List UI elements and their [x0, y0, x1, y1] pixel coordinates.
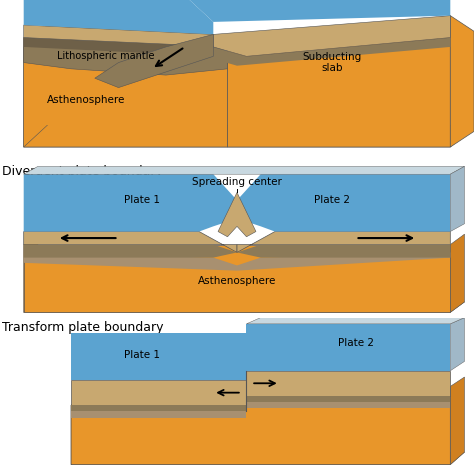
Text: Lithospheric mantle: Lithospheric mantle: [57, 51, 155, 61]
Polygon shape: [24, 252, 450, 271]
Polygon shape: [24, 37, 228, 147]
Polygon shape: [71, 333, 246, 380]
Polygon shape: [450, 166, 465, 232]
Polygon shape: [246, 396, 450, 402]
Text: Transform plate boundary: Transform plate boundary: [2, 321, 164, 334]
Polygon shape: [24, 125, 474, 147]
Polygon shape: [450, 234, 465, 312]
Text: Spreading center: Spreading center: [192, 177, 282, 187]
Polygon shape: [24, 37, 228, 75]
Text: Plate 2: Plate 2: [337, 337, 374, 347]
Polygon shape: [246, 318, 465, 324]
Polygon shape: [95, 35, 213, 88]
Polygon shape: [213, 16, 450, 56]
Polygon shape: [71, 411, 246, 418]
Polygon shape: [71, 380, 246, 405]
Polygon shape: [24, 166, 465, 174]
Polygon shape: [24, 0, 213, 35]
Text: Asthenosphere: Asthenosphere: [198, 276, 276, 286]
Text: Plate 2: Plate 2: [314, 195, 350, 205]
Polygon shape: [218, 192, 256, 237]
Polygon shape: [71, 452, 465, 465]
Polygon shape: [71, 405, 246, 411]
Polygon shape: [204, 37, 450, 66]
Polygon shape: [190, 0, 450, 22]
Polygon shape: [246, 371, 450, 396]
Polygon shape: [24, 25, 47, 147]
Polygon shape: [24, 174, 237, 232]
Polygon shape: [450, 377, 465, 465]
Text: Divergent plate boundary: Divergent plate boundary: [2, 165, 163, 178]
Text: Asthenosphere: Asthenosphere: [47, 95, 126, 105]
Polygon shape: [47, 25, 213, 125]
Polygon shape: [246, 324, 450, 371]
Polygon shape: [24, 234, 38, 312]
Polygon shape: [24, 245, 450, 312]
Polygon shape: [24, 232, 237, 252]
Text: Subducting
slab: Subducting slab: [302, 52, 362, 73]
Polygon shape: [24, 37, 228, 56]
Polygon shape: [24, 245, 237, 258]
Polygon shape: [246, 402, 450, 408]
Polygon shape: [24, 25, 228, 47]
Polygon shape: [450, 16, 474, 147]
Polygon shape: [71, 396, 85, 465]
Text: Plate 1: Plate 1: [124, 195, 160, 205]
Text: Plate 1: Plate 1: [124, 350, 160, 360]
Polygon shape: [450, 318, 465, 371]
Polygon shape: [237, 232, 450, 252]
Polygon shape: [24, 302, 465, 312]
Polygon shape: [71, 386, 450, 465]
Polygon shape: [237, 174, 450, 232]
Polygon shape: [228, 16, 450, 147]
Polygon shape: [237, 245, 450, 258]
